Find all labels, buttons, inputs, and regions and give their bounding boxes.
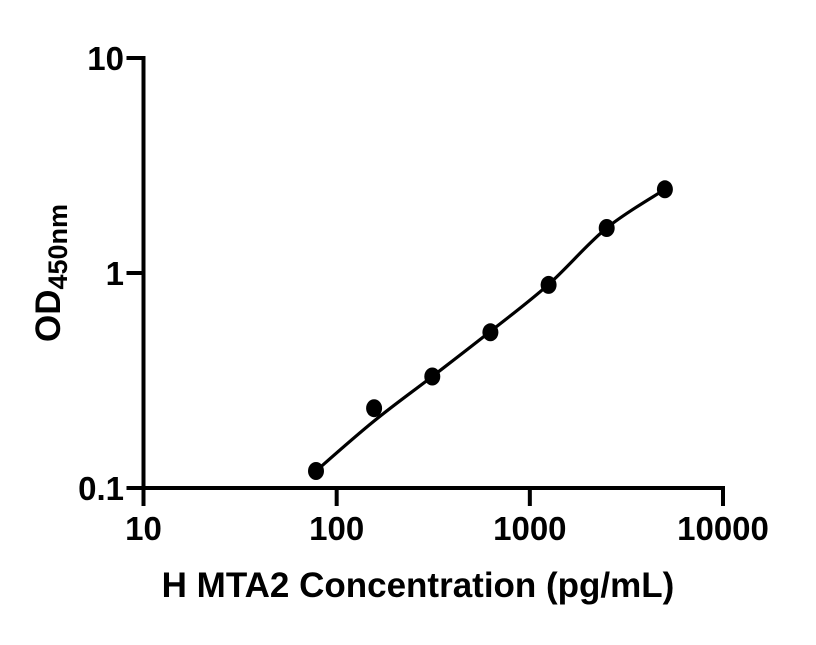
y-tick-labels: 10 1 0.1 (78, 40, 124, 507)
x-axis-title: H MTA2 Concentration (pg/mL) (162, 566, 675, 605)
axes (126, 56, 725, 506)
data-point (540, 275, 557, 294)
x-tick-label: 10000 (677, 510, 769, 547)
data-point (482, 323, 499, 342)
x-tick-label: 10 (125, 510, 162, 547)
x-tick-label: 100 (309, 510, 364, 547)
x-tick-label: 1000 (493, 510, 566, 547)
y-axis-title-subscript: 450nm (43, 204, 73, 290)
y-tick-label: 10 (87, 40, 124, 77)
data-point (424, 367, 441, 386)
axis-lines-and-ticks (126, 56, 725, 506)
data-point (366, 399, 383, 418)
data-point (308, 462, 324, 480)
y-axis-title-main: OD (29, 290, 68, 343)
y-axis-title: OD450nm (29, 204, 73, 342)
x-tick-labels: 10 100 1000 10000 (125, 510, 769, 547)
data-point (598, 219, 615, 237)
data-point (656, 180, 673, 199)
y-tick-label: 0.1 (78, 470, 124, 507)
data-point-markers (308, 180, 673, 480)
y-tick-label: 1 (106, 255, 124, 292)
